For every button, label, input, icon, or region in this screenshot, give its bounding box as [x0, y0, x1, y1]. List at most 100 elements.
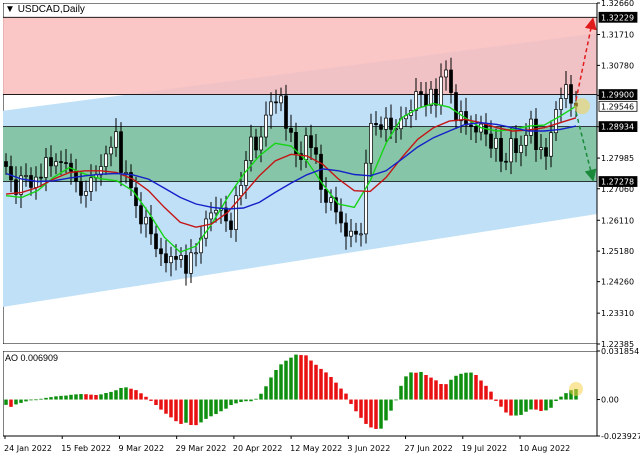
candle-body [109, 146, 113, 155]
ao-bar [459, 373, 463, 400]
candle-body [124, 172, 128, 174]
ao-bar [114, 390, 118, 400]
price-label-box [598, 11, 638, 23]
ao-bar [404, 376, 408, 400]
candle-body [89, 177, 93, 192]
ao-bar [254, 398, 258, 400]
candle-body [314, 147, 318, 155]
candle-body [539, 147, 543, 150]
resistance-zone [3, 17, 597, 95]
y-tick-label: 1.27985 [601, 154, 634, 163]
candle-body [514, 138, 518, 153]
candle-body [34, 176, 38, 188]
price-label-box [598, 100, 638, 112]
ao-bar [4, 399, 8, 405]
ao-bar [259, 393, 263, 400]
candle-body [569, 84, 573, 104]
ao-bar [444, 384, 448, 400]
x-tick-label: 24 Jan 2022 [4, 444, 52, 453]
ao-bar [534, 399, 538, 410]
ao-bar [54, 396, 58, 400]
x-tick-label: 10 Aug 2022 [519, 444, 570, 453]
candle-body [284, 95, 288, 129]
ao-y-tick-label: 0.00 [601, 396, 619, 405]
ao-bar [29, 399, 33, 401]
candle-body [474, 126, 478, 133]
ao-bar [299, 355, 303, 400]
candle-body [319, 153, 323, 190]
title-arrow-icon[interactable]: ▼ [5, 4, 15, 15]
candle-body [169, 256, 173, 264]
moving-average-slow [5, 121, 577, 210]
ao-bar [509, 399, 513, 416]
ao-bar [44, 397, 48, 400]
candle-body [389, 117, 393, 130]
ao-bar [484, 385, 488, 400]
candle-body [24, 175, 28, 177]
candle-body [364, 162, 368, 235]
ao-bar [504, 399, 508, 413]
ao-bar [239, 399, 243, 402]
ao-bar [219, 399, 223, 412]
ao-bar [394, 399, 398, 401]
ao-bar [339, 388, 343, 400]
candle-body [229, 220, 233, 230]
ao-bar [109, 391, 113, 400]
candle-body [369, 123, 373, 164]
candle-body [454, 92, 458, 122]
candle-body [79, 181, 83, 196]
candle-body [519, 144, 523, 153]
candle-body [9, 166, 13, 181]
candle-body [544, 147, 548, 157]
price-label: 1.29900 [601, 91, 634, 100]
ao-bar [34, 399, 38, 401]
ao-y-tick-label: -0.023927 [601, 432, 640, 441]
ao-bar [289, 357, 293, 400]
ao-bar [569, 390, 573, 400]
candle-body [149, 216, 153, 235]
price-label-box [598, 89, 638, 100]
ao-bar [269, 377, 273, 400]
ao-bar [194, 399, 198, 426]
ao-bar [349, 399, 353, 404]
candle-body [499, 137, 503, 162]
candle-body [174, 256, 178, 260]
candle-body [469, 124, 473, 127]
ao-bar [524, 399, 528, 412]
candle-body [84, 191, 88, 196]
candle-body [54, 161, 58, 167]
candle-body [249, 136, 253, 161]
ao-bar [344, 393, 348, 400]
candle-body [529, 118, 533, 136]
ao-bar [9, 399, 13, 407]
ao-bar [134, 390, 138, 400]
ao-bar [429, 377, 433, 400]
ao-bar [249, 399, 253, 402]
candle-body [559, 98, 563, 110]
candle-body [309, 135, 313, 148]
candle-body [419, 91, 423, 95]
ao-bar [274, 369, 278, 400]
ao-bar [554, 399, 558, 402]
candle-body [289, 128, 293, 133]
candle-body [59, 161, 63, 163]
ao-bar [79, 394, 83, 400]
ao-bar [334, 382, 338, 400]
x-tick-label: 27 Jun 2022 [405, 444, 453, 453]
candle-body [329, 197, 333, 203]
projection-arrow-down [575, 111, 597, 182]
ao-bar [364, 399, 368, 424]
ao-bar [314, 364, 318, 400]
ao-bar [99, 394, 103, 400]
candle-body [509, 138, 513, 163]
ao-bar [479, 380, 483, 400]
ao-label: AO 0.006909 [5, 353, 59, 363]
ao-bar [494, 399, 498, 401]
y-tick-label: 1.32660 [601, 0, 634, 8]
chart-title[interactable]: ▼ USDCAD,Daily [4, 4, 86, 15]
candle-body [359, 233, 363, 236]
ao-bar [139, 393, 143, 400]
ao-bar [499, 399, 503, 407]
ao-bar [489, 391, 493, 400]
